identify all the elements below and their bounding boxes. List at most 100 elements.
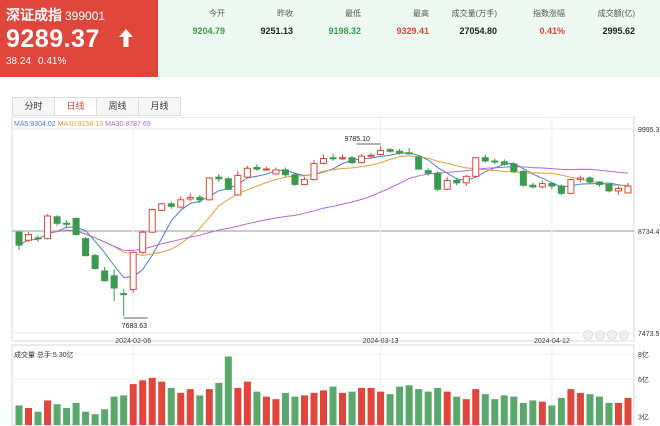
volume-bar (120, 395, 128, 425)
ma30-line (18, 166, 629, 252)
volume-bar (167, 387, 175, 425)
volume-bar (234, 387, 242, 425)
ma5-legend: MA5:9304.02 (14, 121, 56, 128)
candle-body (186, 196, 194, 200)
volume-tick-label: 8亿 (638, 350, 649, 359)
volume-bar (310, 392, 318, 425)
ma10-line (18, 155, 628, 256)
tab-monthly[interactable]: 月线 (138, 97, 181, 116)
candle-body (25, 234, 33, 241)
volume-bar (396, 386, 404, 425)
kline-chart[interactable]: 9995.3 8734.4 7473.5 2024-02-06 2024-03-13 20… (0, 117, 660, 426)
candle-body (405, 152, 413, 155)
stat-label: 最低 (345, 9, 361, 18)
candle-body (605, 183, 613, 192)
candle-body (253, 166, 261, 170)
index-price: 9289.37 (6, 25, 100, 53)
volume-bar (25, 407, 33, 425)
volume-bar (377, 391, 385, 425)
volume-bar (196, 395, 204, 425)
volume-bar (415, 389, 423, 425)
candle-body (576, 177, 584, 181)
candle-body (529, 184, 537, 188)
stat-high: 最高 9329.41 (349, 8, 429, 36)
x-tick-label: 2024-02-06 (115, 338, 151, 345)
tab-daily[interactable]: 日线 (54, 97, 97, 116)
volume-bar (224, 356, 232, 425)
index-name-label: 深证成指 (6, 7, 62, 23)
high-annotation: 9785.10 (345, 136, 370, 143)
stat-value: 0.41% (539, 26, 565, 36)
stat-volume: 成交量(万手) 27054.80 (417, 8, 497, 36)
x-tick-label: 2024-03-13 (363, 338, 399, 345)
candle-body (167, 203, 175, 207)
y-tick-label: 8734.4 (638, 229, 660, 236)
scroll-arrow-icon[interactable] (595, 330, 605, 340)
candle-body (358, 155, 366, 164)
volume-bar (82, 411, 90, 425)
stat-value: 9198.32 (328, 26, 361, 36)
scroll-arrow-icon[interactable] (583, 330, 593, 340)
chart-grid (11, 117, 635, 426)
candle-body (53, 216, 61, 224)
stat-value: 9204.79 (192, 26, 225, 36)
candle-body (567, 179, 575, 194)
candle-body (72, 217, 80, 236)
stat-open: 今开 9204.79 (145, 8, 225, 36)
index-quote-panel: 深证成指 399001 9289.37 38.24 0.41% (0, 0, 158, 77)
candle-body (491, 160, 499, 163)
index-code: 399001 (65, 9, 106, 23)
volume-bar (177, 392, 185, 425)
candle-body (224, 178, 232, 190)
volume-bar (586, 394, 594, 425)
candle-body (15, 231, 23, 246)
stat-label: 今开 (209, 9, 225, 18)
candle-body (262, 168, 270, 171)
volume-bar (53, 404, 61, 425)
candle-body (82, 238, 90, 257)
volume-bar (405, 385, 413, 425)
axis-labels: 9995.3 8734.4 7473.5 2024-02-06 2024-03-13 20… (115, 127, 659, 422)
volume-bar (91, 414, 99, 425)
stat-label: 最高 (413, 9, 429, 18)
candle-body (453, 179, 461, 184)
volume-bar (443, 391, 451, 425)
candle-body (243, 167, 251, 178)
volume-bar (329, 386, 337, 425)
scroll-arrow-icon[interactable] (619, 330, 629, 340)
up-arrow-icon (119, 29, 133, 47)
volume-tick-label: 3亿 (638, 413, 649, 422)
stat-label: 昨收 (277, 9, 293, 18)
ma5-line (18, 152, 629, 279)
y-tick-label: 9995.3 (638, 127, 660, 134)
volume-bar (529, 400, 537, 425)
volume-bar (472, 389, 480, 425)
stat-turnover: 成交额(亿) 2995.62 (555, 8, 635, 36)
candlestick-series (15, 146, 632, 317)
candle-body (110, 275, 118, 289)
ma30-legend: MA30:8787.69 (105, 121, 151, 128)
volume-bar (481, 394, 489, 425)
volume-bar (557, 397, 565, 425)
stat-change-pct: 指数涨幅 0.41% (485, 8, 565, 36)
volume-bar (110, 396, 118, 425)
volume-bar (348, 391, 356, 425)
volume-bar (158, 381, 166, 425)
volume-bar (139, 380, 147, 425)
candle-body (595, 181, 603, 185)
candle-body (196, 196, 204, 201)
stat-label: 成交额(亿) (597, 9, 635, 18)
stat-label: 指数涨幅 (533, 9, 565, 18)
candle-body (519, 170, 527, 186)
tab-weekly[interactable]: 周线 (96, 97, 139, 116)
candle-body (139, 231, 147, 253)
scroll-arrow-icon[interactable] (607, 330, 617, 340)
volume-bar (243, 381, 251, 425)
candle-body (367, 154, 375, 157)
volume-bar (262, 396, 270, 425)
volume-bar (605, 402, 613, 425)
candle-body (424, 170, 432, 174)
candle-body (510, 163, 518, 172)
tab-intraday[interactable]: 分时 (12, 97, 55, 116)
candle-body (396, 150, 404, 154)
